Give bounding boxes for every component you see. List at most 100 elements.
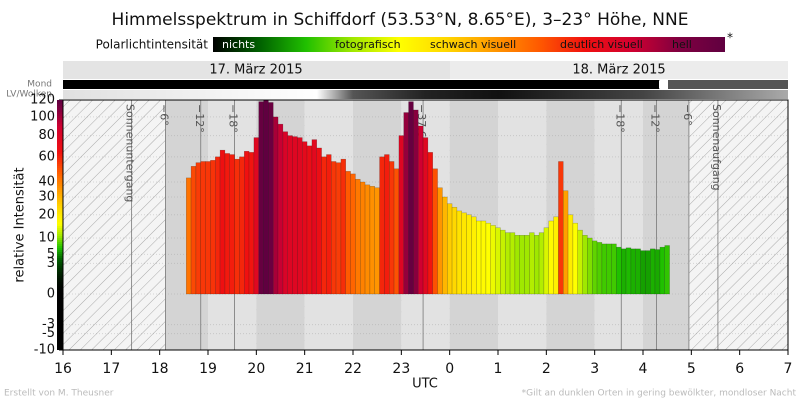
x-tick-label: 17 xyxy=(102,361,120,377)
color-strip xyxy=(57,126,63,128)
bar xyxy=(302,141,308,295)
color-strip xyxy=(57,304,63,306)
color-strip xyxy=(57,342,63,344)
color-strip xyxy=(57,276,63,278)
annotation-label: −12° xyxy=(649,104,662,133)
y-tick-label: 10 xyxy=(38,230,55,245)
color-strip xyxy=(57,242,63,244)
bar xyxy=(277,123,284,295)
bar xyxy=(664,245,670,295)
bar xyxy=(451,206,458,295)
color-strip xyxy=(57,102,63,104)
color-strip xyxy=(57,330,63,332)
colorbar-label: schwach visuell xyxy=(430,38,516,51)
color-strip xyxy=(57,332,63,334)
x-tick-label: 2 xyxy=(542,361,551,377)
color-strip xyxy=(57,144,63,146)
bar xyxy=(466,214,472,295)
bar xyxy=(606,243,612,295)
x-tick-label: 23 xyxy=(392,361,410,377)
chart-title: Himmelsspektrum in Schiffdorf (53.53°N, … xyxy=(112,10,689,30)
bar xyxy=(592,240,598,295)
x-tick-label: 18 xyxy=(151,361,169,377)
annotation-label: −6° xyxy=(157,104,170,126)
bar xyxy=(529,232,535,295)
bar xyxy=(635,248,641,295)
bar xyxy=(190,166,197,295)
color-strip xyxy=(57,272,63,274)
bar xyxy=(244,150,250,295)
color-strip xyxy=(57,200,63,202)
color-strip xyxy=(57,296,63,298)
bar xyxy=(316,147,322,295)
color-strip xyxy=(57,208,63,210)
bar xyxy=(621,248,627,295)
x-tick-label: 1 xyxy=(494,361,503,377)
night-band xyxy=(643,100,689,350)
color-strip xyxy=(57,164,63,166)
colorbar-label: fotografisch xyxy=(335,38,401,51)
bar xyxy=(625,247,632,295)
bar xyxy=(456,210,462,295)
annotation-label: −18° xyxy=(613,104,626,133)
bar xyxy=(659,246,666,295)
color-strip xyxy=(57,248,63,250)
row-label: Mond xyxy=(27,80,52,90)
color-strip xyxy=(57,160,63,162)
bar xyxy=(369,186,375,295)
bar xyxy=(311,139,317,295)
footnote: *Gilt an dunklen Orten in gering bewölkt… xyxy=(522,389,797,399)
y-tick-label: 30 xyxy=(38,189,55,204)
color-strip xyxy=(57,202,63,204)
color-strip xyxy=(57,116,63,118)
color-strip xyxy=(57,236,63,238)
color-strip xyxy=(57,308,63,310)
y-tick-label: 3 xyxy=(47,256,55,271)
bar xyxy=(427,152,433,295)
x-tick-label: 22 xyxy=(344,361,362,377)
night-band xyxy=(498,100,547,350)
bar xyxy=(654,249,661,295)
color-strip xyxy=(57,118,63,120)
color-strip xyxy=(57,318,63,320)
annotation-label: −12° xyxy=(193,104,206,133)
color-strip xyxy=(57,204,63,206)
bar xyxy=(258,101,264,295)
color-strip xyxy=(57,290,63,292)
color-strip xyxy=(57,194,63,196)
bar xyxy=(437,187,443,295)
color-strip xyxy=(57,344,63,346)
bar xyxy=(350,173,356,295)
color-strip xyxy=(57,244,63,246)
color-strip xyxy=(57,142,63,144)
color-strip xyxy=(57,128,63,130)
x-tick-label: 19 xyxy=(199,361,217,377)
y-tick-label: 0 xyxy=(47,286,55,301)
color-strip xyxy=(57,220,63,222)
color-strip xyxy=(57,206,63,208)
bar xyxy=(422,137,429,295)
bar xyxy=(505,232,511,295)
color-strip xyxy=(57,106,63,108)
bar xyxy=(500,229,506,295)
color-strip xyxy=(57,172,63,174)
bar xyxy=(582,235,588,295)
bar xyxy=(205,161,211,295)
color-strip xyxy=(57,154,63,156)
bar xyxy=(514,235,521,295)
color-strip xyxy=(57,108,63,110)
bar xyxy=(413,109,419,295)
color-strip xyxy=(57,178,63,180)
color-strip xyxy=(57,198,63,200)
color-strip xyxy=(57,274,63,276)
bar xyxy=(384,154,390,295)
bar xyxy=(248,152,255,295)
bar xyxy=(543,227,550,295)
bar xyxy=(200,161,206,295)
bar xyxy=(253,137,260,295)
bar xyxy=(229,154,235,295)
color-strip xyxy=(57,282,63,284)
color-strip xyxy=(57,132,63,134)
bar xyxy=(379,156,385,295)
